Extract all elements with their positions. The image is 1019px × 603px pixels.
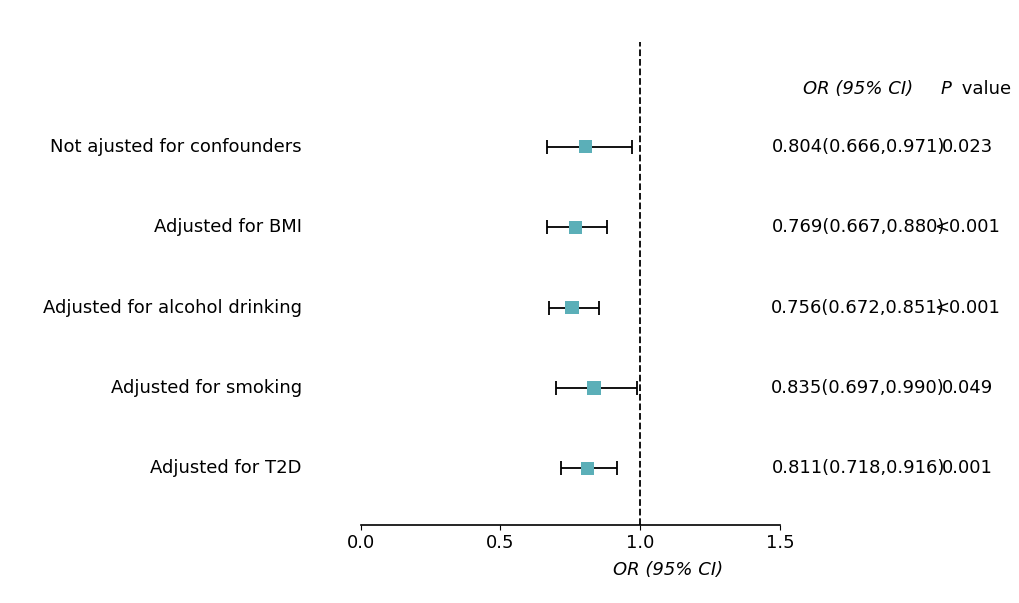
Point: [585, 383, 601, 393]
Text: Adjusted for T2D: Adjusted for T2D: [150, 459, 302, 478]
Text: OR (95% CI): OR (95% CI): [802, 80, 912, 98]
Text: 0.811(0.718,0.916): 0.811(0.718,0.916): [770, 459, 944, 478]
Text: 0.023: 0.023: [941, 137, 991, 156]
Text: 0.804(0.666,0.971): 0.804(0.666,0.971): [770, 137, 944, 156]
X-axis label: OR (95% CI): OR (95% CI): [612, 561, 722, 579]
Text: Adjusted for smoking: Adjusted for smoking: [111, 379, 302, 397]
Text: Adjusted for alcohol drinking: Adjusted for alcohol drinking: [43, 298, 302, 317]
Text: P: P: [940, 80, 951, 98]
Point: [577, 142, 593, 151]
Text: Adjusted for BMI: Adjusted for BMI: [154, 218, 302, 236]
Text: 0.835(0.697,0.990): 0.835(0.697,0.990): [770, 379, 944, 397]
Point: [564, 303, 580, 312]
Text: 0.049: 0.049: [941, 379, 991, 397]
Text: 0.756(0.672,0.851): 0.756(0.672,0.851): [770, 298, 944, 317]
Text: Not ajusted for confounders: Not ajusted for confounders: [50, 137, 302, 156]
Point: [579, 464, 595, 473]
Text: <0.001: <0.001: [933, 218, 999, 236]
Text: value: value: [955, 80, 1010, 98]
Text: <0.001: <0.001: [933, 298, 999, 317]
Point: [567, 223, 583, 232]
Text: 0.001: 0.001: [941, 459, 991, 478]
Text: 0.769(0.667,0.880): 0.769(0.667,0.880): [770, 218, 944, 236]
